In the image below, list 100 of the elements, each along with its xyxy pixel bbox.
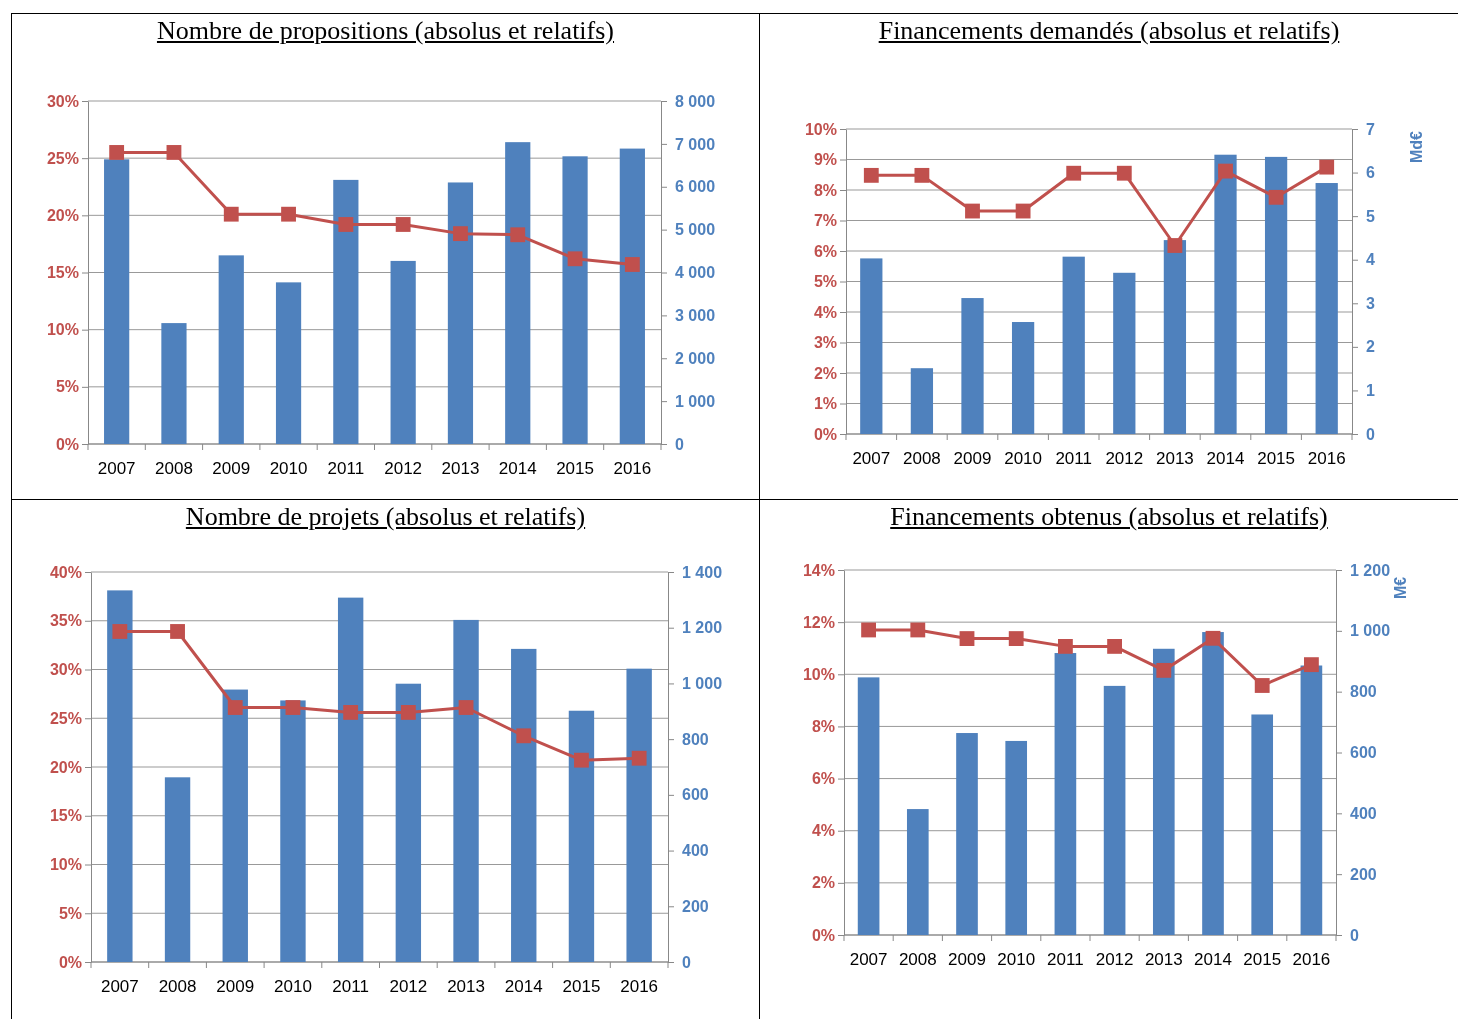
y2-tick-label: 0 — [1366, 425, 1375, 443]
y-tick-label: 4% — [811, 822, 835, 840]
x-tick-label: 2012 — [1105, 449, 1144, 468]
y-tick-label: 40% — [49, 563, 82, 581]
y-tick-label: 20% — [49, 758, 82, 776]
y2-tick-label: 7 000 — [675, 135, 716, 153]
y2-tick-label: 0 — [682, 953, 691, 971]
x-tick-label: 2012 — [1095, 950, 1134, 969]
x-tick-label: 2014 — [1206, 449, 1245, 468]
y-tick-label: 15% — [46, 264, 79, 282]
y-tick-label: 0% — [811, 926, 835, 944]
y-tick-label: 20% — [46, 206, 79, 224]
x-tick-label: 2012 — [389, 977, 428, 996]
y-tick-label: 5% — [813, 273, 837, 291]
y2-tick-label: 1 000 — [1350, 622, 1391, 640]
x-tick-label: 2010 — [997, 950, 1036, 969]
y2-tick-label: 1 200 — [682, 619, 723, 637]
y2-tick-label: 6 000 — [675, 178, 716, 196]
chart-title: Financements obtenus (absolus et relatifs) — [889, 501, 1329, 532]
y2-tick-label: 7 — [1366, 120, 1375, 138]
y-tick-label: 10% — [802, 665, 835, 683]
y-tick-label: 30% — [46, 92, 79, 110]
x-tick-label: 2010 — [274, 977, 312, 996]
x-tick-label: 2013 — [1144, 950, 1183, 969]
y-tick-label: 10% — [804, 120, 837, 138]
y-tick-label: 7% — [813, 212, 837, 230]
y2-tick-label: 4 000 — [675, 264, 716, 282]
y2-tick-label: 1 000 — [682, 675, 723, 693]
y-tick-label: 0% — [813, 425, 837, 443]
y-tick-label: 30% — [49, 661, 82, 679]
y2-axis-title: Md€ — [1408, 130, 1425, 163]
x-tick-label: 2013 — [441, 459, 480, 478]
x-tick-label: 2015 — [556, 459, 594, 478]
x-tick-label: 2014 — [1194, 950, 1232, 969]
x-tick-label: 2010 — [269, 459, 308, 478]
x-tick-label: 2015 — [562, 977, 601, 996]
y-tick-label: 25% — [49, 709, 82, 727]
chart-title: Nombre de projets (absolus et relatifs) — [184, 501, 587, 532]
x-tick-label: 2008 — [898, 950, 937, 969]
y2-tick-label: 0 — [1350, 926, 1359, 944]
y-tick-label: 14% — [802, 561, 835, 579]
x-tick-label: 2009 — [212, 459, 251, 478]
y-tick-label: 6% — [813, 242, 837, 260]
y2-tick-label: 2 — [1366, 338, 1375, 356]
y2-tick-label: 200 — [682, 897, 709, 915]
y-tick-label: 25% — [46, 149, 79, 167]
x-tick-label: 2007 — [100, 977, 139, 996]
x-tick-label: 2007 — [849, 950, 888, 969]
y-tick-label: 8% — [813, 181, 837, 199]
y-tick-label: 10% — [46, 321, 79, 339]
y-tick-label: 0% — [58, 953, 82, 971]
x-tick-label: 2014 — [504, 977, 543, 996]
x-tick-label: 2007 — [852, 449, 891, 468]
chart-title: Nombre de propositions (absolus et relatifs) — [155, 15, 616, 46]
x-tick-label: 2008 — [155, 459, 193, 478]
x-tick-label: 2016 — [1292, 950, 1331, 969]
x-tick-label: 2009 — [948, 950, 986, 969]
y2-tick-label: 200 — [1350, 865, 1377, 883]
y2-tick-label: 4 — [1366, 251, 1375, 269]
x-tick-label: 2009 — [216, 977, 255, 996]
y2-tick-label: 3 — [1366, 294, 1375, 312]
y-tick-label: 8% — [811, 718, 835, 736]
x-tick-label: 2007 — [97, 459, 136, 478]
x-tick-label: 2008 — [902, 449, 941, 468]
y2-tick-label: 6 — [1366, 164, 1375, 182]
y2-tick-label: 1 200 — [1350, 561, 1391, 579]
x-tick-label: 2011 — [1055, 449, 1092, 468]
y-tick-label: 10% — [49, 856, 82, 874]
y-tick-label: 9% — [813, 151, 837, 169]
chart-title: Financements demandés (absolus et relatifs) — [877, 15, 1341, 46]
y-tick-label: 12% — [802, 613, 835, 631]
y2-tick-label: 1 400 — [682, 563, 723, 581]
y-tick-label: 15% — [49, 807, 82, 825]
y2-tick-label: 0 — [675, 435, 684, 453]
x-tick-label: 2010 — [1004, 449, 1043, 468]
y2-tick-label: 800 — [1350, 683, 1377, 701]
y-tick-label: 35% — [49, 612, 82, 630]
x-tick-label: 2011 — [327, 459, 365, 478]
y-tick-label: 2% — [813, 364, 837, 382]
y-tick-label: 0% — [55, 435, 79, 453]
x-tick-label: 2015 — [1243, 950, 1282, 969]
y-tick-label: 5% — [55, 378, 79, 396]
y2-tick-label: 600 — [1350, 744, 1377, 762]
y-tick-label: 3% — [813, 334, 837, 352]
x-tick-label: 2012 — [384, 459, 423, 478]
y2-tick-label: 400 — [1350, 804, 1377, 822]
y2-tick-label: 1 000 — [675, 392, 716, 410]
x-tick-label: 2016 — [620, 977, 659, 996]
x-tick-label: 2014 — [498, 459, 537, 478]
x-tick-label: 2013 — [1155, 449, 1194, 468]
y-tick-label: 4% — [813, 303, 837, 321]
x-tick-label: 2008 — [158, 977, 197, 996]
y2-tick-label: 5 — [1366, 207, 1375, 225]
x-tick-label: 2013 — [447, 977, 485, 996]
x-tick-label: 2015 — [1257, 449, 1296, 468]
y2-axis-title: M€ — [1392, 576, 1409, 600]
x-tick-label: 2011 — [1047, 950, 1084, 969]
y2-tick-label: 400 — [682, 842, 709, 860]
y2-tick-label: 800 — [682, 730, 709, 748]
y2-tick-label: 8 000 — [675, 92, 716, 110]
